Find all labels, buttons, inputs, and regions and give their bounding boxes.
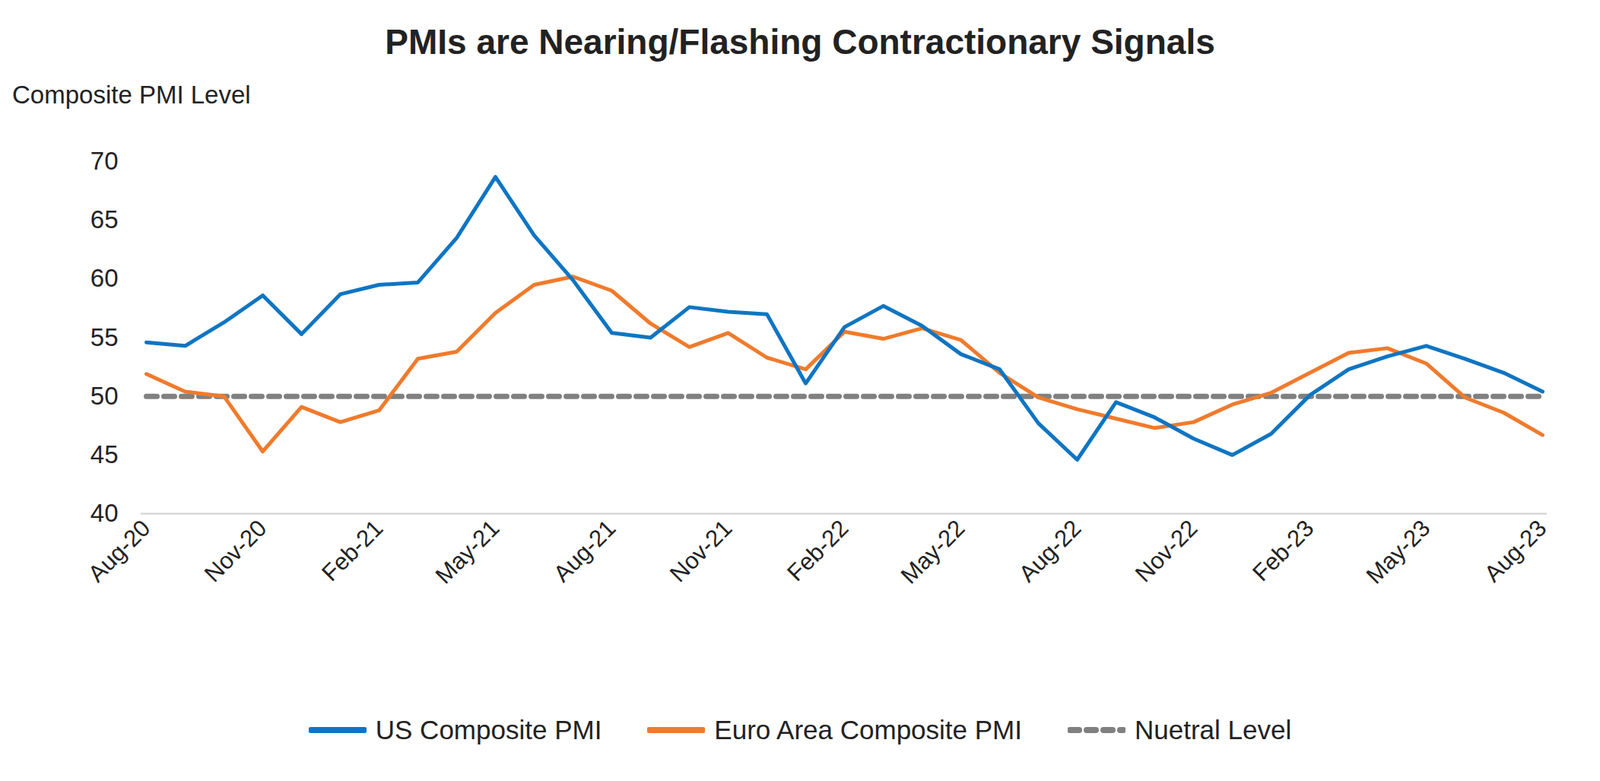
svg-text:Aug-21: Aug-21	[548, 514, 621, 588]
svg-text:Nov-21: Nov-21	[664, 514, 737, 588]
html-text:Composite PMI Level: Composite PMI Level	[12, 80, 251, 109]
svg-text:May-23: May-23	[1361, 514, 1436, 590]
html-text:PMIs are Nearing/Flashing Cont: PMIs are Nearing/Flashing Contractionary…	[385, 22, 1216, 62]
svg-text:May-21: May-21	[430, 514, 505, 590]
svg-text:Aug-20: Aug-20	[82, 514, 156, 588]
svg-text:55: 55	[90, 323, 119, 352]
svg-text:50: 50	[90, 381, 119, 410]
svg-text:Feb-21: Feb-21	[316, 514, 388, 587]
svg-text:60: 60	[90, 263, 119, 293]
svg-text:Feb-23: Feb-23	[1247, 514, 1319, 587]
svg-text:Aug-23: Aug-23	[1479, 514, 1552, 588]
html-text:US Composite PMI: US Composite PMI	[375, 714, 602, 745]
html-text:Nuetral Level: Nuetral Level	[1134, 714, 1292, 745]
svg-text:40: 40	[90, 498, 119, 527]
svg-text:65: 65	[90, 205, 119, 234]
svg-text:Nov-22: Nov-22	[1130, 514, 1203, 588]
svg-text:Feb-22: Feb-22	[781, 514, 854, 587]
svg-text:May-22: May-22	[895, 514, 971, 590]
svg-text:Aug-22: Aug-22	[1013, 514, 1086, 588]
html-text:Euro Area Composite PMI: Euro Area Composite PMI	[714, 714, 1023, 745]
svg-text:45: 45	[90, 440, 119, 469]
svg-text:70: 70	[90, 146, 119, 175]
svg-text:Nov-20: Nov-20	[199, 514, 272, 588]
